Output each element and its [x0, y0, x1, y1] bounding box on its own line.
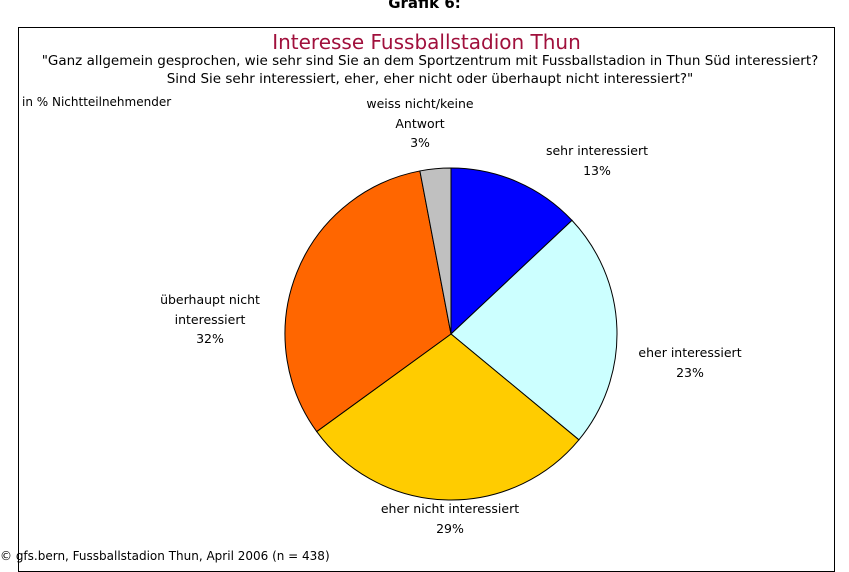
slice-label: weiss nicht/keine Antwort 3%: [355, 94, 485, 153]
unit-label: in % Nichtteilnehmender: [22, 95, 172, 109]
pie-slice: [419, 167, 452, 335]
chart-title: Interesse Fussballstadion Thun: [272, 30, 581, 54]
pie-slice: [450, 167, 573, 336]
category-label: eher nicht interessiert: [380, 501, 520, 516]
category-label: sehr interessiert: [545, 143, 648, 158]
slice-label: eher interessiert 23%: [625, 343, 755, 382]
slice-label: überhaupt nicht interessiert 32%: [155, 290, 265, 349]
value-label: 23%: [676, 364, 704, 380]
value-label: 3%: [410, 135, 430, 150]
value-label: 13%: [583, 162, 611, 178]
subtitle: "Ganz allgemein gesprochen, wie sehr sin…: [41, 53, 819, 87]
slice-label: eher nicht interessiert 29%: [350, 499, 550, 538]
pie-slice: [316, 333, 580, 501]
value-label: 32%: [196, 331, 224, 346]
category-label: weiss nicht/keine Antwort: [366, 96, 474, 131]
category-label: eher interessiert: [638, 345, 742, 360]
slice-label: sehr interessiert 13%: [532, 141, 662, 180]
pie-slice: [284, 170, 452, 433]
category-label: überhaupt nicht interessiert: [160, 292, 260, 327]
footer: © gfs.bern, Fussballstadion Thun, April …: [0, 549, 330, 563]
value-label: 29%: [436, 520, 464, 536]
pie-slice: [450, 219, 618, 441]
heading: Grafik 6:: [388, 0, 461, 12]
